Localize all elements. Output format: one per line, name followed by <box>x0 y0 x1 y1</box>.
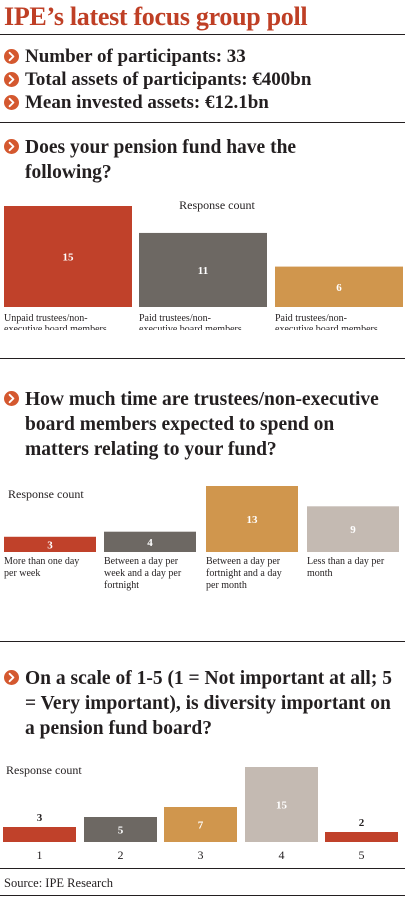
stat-mean-assets: Mean invested assets: €12.1bn <box>4 91 269 115</box>
chart-title: Response count <box>179 198 255 212</box>
right-arrow-circle-icon <box>4 95 19 110</box>
right-arrow-circle-icon <box>4 49 19 64</box>
bar <box>84 817 157 842</box>
category-label: Between a day per fortnight and a day per … <box>206 556 282 591</box>
category-label: Between a day per week and a day per fortn… <box>104 556 182 591</box>
footer-divider <box>0 868 405 869</box>
right-arrow-circle-icon <box>4 670 19 685</box>
bar <box>325 832 398 842</box>
data-label: 11 <box>198 265 208 277</box>
chart-pension-fund-has: Response count 15 Unpaid trustees/non-exec… <box>4 198 403 330</box>
bar <box>4 206 132 307</box>
data-label: 13 <box>247 514 259 526</box>
data-label: 7 <box>198 820 204 832</box>
bar <box>164 807 237 842</box>
category-label: Less than a day per month <box>307 556 385 579</box>
title-divider <box>0 34 405 35</box>
section-divider <box>0 358 405 359</box>
category-label: 3 <box>198 848 204 862</box>
question-text: On a scale of 1-5 (1 = Not important at … <box>25 668 392 739</box>
category-label: Unpaid trustees/non-executive board memb… <box>4 313 107 330</box>
stat-total-assets: Total assets of participants: €400bn <box>4 68 311 92</box>
category-label: Paid trustees/non-executive board member… <box>139 313 242 330</box>
right-arrow-circle-icon <box>4 139 19 154</box>
bar <box>206 486 298 552</box>
category-label: Paid trustees/non-executive board member… <box>275 313 378 330</box>
stat-text: Total assets of participants: €400bn <box>25 69 312 90</box>
question-3: On a scale of 1-5 (1 = Not important at … <box>4 666 402 741</box>
bottom-divider <box>0 895 405 896</box>
bar <box>139 232 267 307</box>
data-label: 3 <box>47 539 53 551</box>
category-label: 1 <box>37 848 43 862</box>
bar <box>4 536 96 552</box>
category-label: 5 <box>359 848 365 862</box>
data-label: 15 <box>63 252 75 264</box>
data-label: 2 <box>359 817 365 829</box>
stat-text: Number of participants: 33 <box>25 46 246 67</box>
source-note: Source: IPE Research <box>4 876 113 890</box>
data-label: 6 <box>336 282 342 294</box>
bar <box>245 767 318 842</box>
question-1: Does your pension fund have the followin… <box>4 135 334 185</box>
section-divider <box>0 122 405 123</box>
bar <box>3 827 76 842</box>
chart-time-spent: Response count 3 More than one day per week… <box>4 486 399 591</box>
section-divider <box>0 641 405 642</box>
chart-title: Response count <box>6 763 82 777</box>
data-label: 4 <box>147 537 153 549</box>
data-label: 9 <box>350 524 356 536</box>
bar <box>104 531 196 552</box>
stat-participants: Number of participants: 33 <box>4 45 246 69</box>
data-label: 3 <box>37 812 43 824</box>
bar <box>275 266 403 307</box>
question-text: How much time are trustees/non-execu­tiv… <box>25 389 379 460</box>
data-label: 15 <box>276 800 288 812</box>
stat-text: Mean invested assets: €12.1bn <box>25 92 269 113</box>
category-label: 4 <box>279 848 285 862</box>
category-label: 2 <box>118 848 124 862</box>
page-title: IPE’s latest focus group poll <box>4 2 308 31</box>
category-label: More than one day per week <box>4 556 79 579</box>
chart-title: Response count <box>8 487 84 501</box>
data-label: 5 <box>118 825 124 837</box>
right-arrow-circle-icon <box>4 72 19 87</box>
bar <box>307 506 399 552</box>
question-2: How much time are trustees/non-execu­tiv… <box>4 387 399 462</box>
question-text: Does your pension fund have the followin… <box>25 137 297 183</box>
right-arrow-circle-icon <box>4 391 19 406</box>
